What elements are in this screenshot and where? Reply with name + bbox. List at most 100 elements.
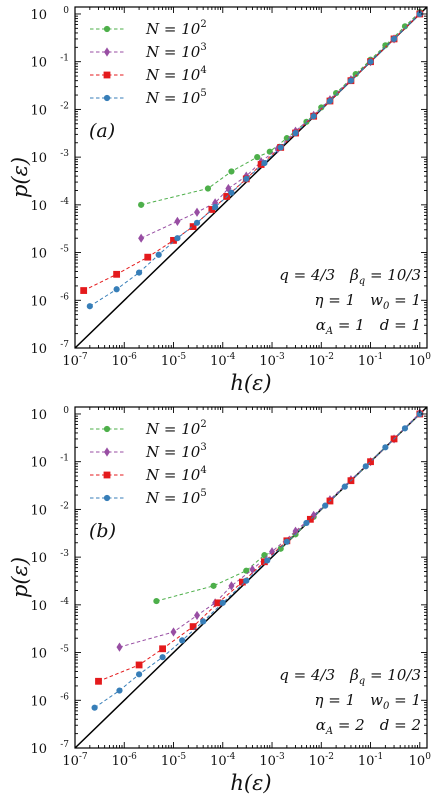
parameter-line: η = 1 w0 = 1 xyxy=(314,691,421,712)
x-tick-label: 10-6 xyxy=(112,752,138,769)
y-tick-label: 10 -6 xyxy=(30,292,69,309)
data-point xyxy=(179,637,186,644)
data-point xyxy=(135,671,143,678)
legend-marker xyxy=(103,94,111,102)
series-line-2 xyxy=(83,13,421,291)
data-point xyxy=(367,458,374,466)
data-point xyxy=(155,251,162,258)
data-point xyxy=(91,704,98,711)
plot-frame xyxy=(74,6,428,349)
parameters: q = 4/3 βq = 10/3 η = 1 w0 = 1 αA = 1 d = … xyxy=(279,266,421,337)
parameter-line: η = 1 w0 = 1 xyxy=(314,291,421,312)
legend-marker xyxy=(103,25,111,33)
legend-entry: N = 103 xyxy=(145,442,207,461)
data-point xyxy=(219,599,226,606)
data-point xyxy=(174,216,181,226)
data-point xyxy=(347,77,355,84)
parameter-line: q = 4/3 βq = 10/3 xyxy=(279,266,421,287)
y-tick-label: 10 0 xyxy=(30,6,69,23)
legend-entry: N = 105 xyxy=(145,488,207,507)
parameter-line: αA = 2 d = 2 xyxy=(316,716,421,737)
data-point xyxy=(214,599,222,607)
x-axis-label: h(ε) xyxy=(230,771,271,795)
panel-b: 10-7 10-6 10-5 10-4 10-3 10-2 10-1 100 10 -7 10 -6 1… xyxy=(8,406,431,795)
data-point xyxy=(159,654,166,661)
data-point xyxy=(303,519,310,527)
legend-entry: N = 104 xyxy=(145,65,207,84)
data-point xyxy=(135,269,143,276)
legend: N = 102 N = 103 N = 104 N = 105 xyxy=(90,419,207,507)
data-point xyxy=(416,410,423,418)
data-point xyxy=(416,10,423,18)
data-point xyxy=(138,233,145,243)
y-axis-label: p(ε) xyxy=(8,157,32,198)
series-line-3 xyxy=(94,413,421,709)
series-line-0 xyxy=(156,413,421,602)
panel-label: (b) xyxy=(89,520,116,542)
x-tick-label: 10-2 xyxy=(309,352,334,369)
data-point xyxy=(153,597,160,605)
data-point xyxy=(243,175,250,182)
parameters: q = 4/3 βq = 10/3 η = 1 w0 = 1 αA = 2 d = … xyxy=(279,666,421,737)
series-3 xyxy=(91,410,423,711)
data-point xyxy=(264,557,271,564)
data-point xyxy=(170,627,177,637)
data-point xyxy=(306,515,314,523)
data-point xyxy=(138,201,145,208)
data-point xyxy=(326,97,334,105)
series-2 xyxy=(95,410,424,685)
legend-entry: N = 102 xyxy=(145,419,207,438)
y-tick-label: 10 -1 xyxy=(30,54,69,71)
data-point xyxy=(249,564,256,575)
data-point xyxy=(194,610,201,621)
x-tick-label: 10-2 xyxy=(309,752,334,769)
data-point xyxy=(95,677,102,685)
legend-entry: N = 104 xyxy=(145,465,207,484)
data-point xyxy=(322,502,329,509)
data-point xyxy=(261,159,268,167)
parameter-line: q = 4/3 βq = 10/3 xyxy=(279,666,421,687)
data-point xyxy=(310,510,317,520)
x-tick-label: 10-6 xyxy=(112,352,138,369)
data-point xyxy=(292,129,299,137)
y-tick-label: 10 -4 xyxy=(30,197,69,214)
data-point xyxy=(228,581,235,591)
x-tick-label: 10-5 xyxy=(161,752,187,769)
data-point xyxy=(283,538,290,545)
y-axis-label: p(ε) xyxy=(8,557,32,598)
x-axis-label: h(ε) xyxy=(230,371,271,395)
x-tick-label: 10-3 xyxy=(259,352,285,369)
data-point xyxy=(135,661,143,669)
y-tick-label: 10 -4 xyxy=(30,597,69,614)
data-point xyxy=(390,35,398,43)
y-tick-label: 10 -3 xyxy=(30,549,69,566)
y-tick-label: 10 -2 xyxy=(30,501,69,518)
y-tick-label: 10 -5 xyxy=(30,245,69,262)
data-point xyxy=(238,578,246,586)
y-tick-label: 10 -1 xyxy=(30,454,69,471)
data-point xyxy=(310,113,317,120)
panel-label: (a) xyxy=(89,120,115,142)
y-tick-label: 10 -2 xyxy=(30,101,69,118)
data-point xyxy=(189,623,197,631)
y-tick-label: 10 0 xyxy=(30,406,69,423)
data-point xyxy=(254,154,261,161)
y-tick-label: 10 -3 xyxy=(30,149,69,166)
series-line-2 xyxy=(98,413,421,682)
series-line-0 xyxy=(141,11,421,206)
x-tick-label: 10-5 xyxy=(161,352,187,369)
legend-marker xyxy=(103,425,111,433)
data-point xyxy=(228,168,235,175)
data-point xyxy=(257,161,265,168)
x-tick-label: 100 xyxy=(409,752,432,769)
x-tick-label: 10-4 xyxy=(210,352,236,369)
data-point xyxy=(260,558,268,566)
data-point xyxy=(266,148,273,155)
data-point xyxy=(80,287,88,294)
legend: N = 102 N = 103 N = 104 N = 105 xyxy=(90,19,207,107)
data-point xyxy=(292,526,299,536)
x-tick-label: 10-4 xyxy=(210,752,236,769)
data-point xyxy=(189,223,197,231)
data-point xyxy=(193,219,201,226)
